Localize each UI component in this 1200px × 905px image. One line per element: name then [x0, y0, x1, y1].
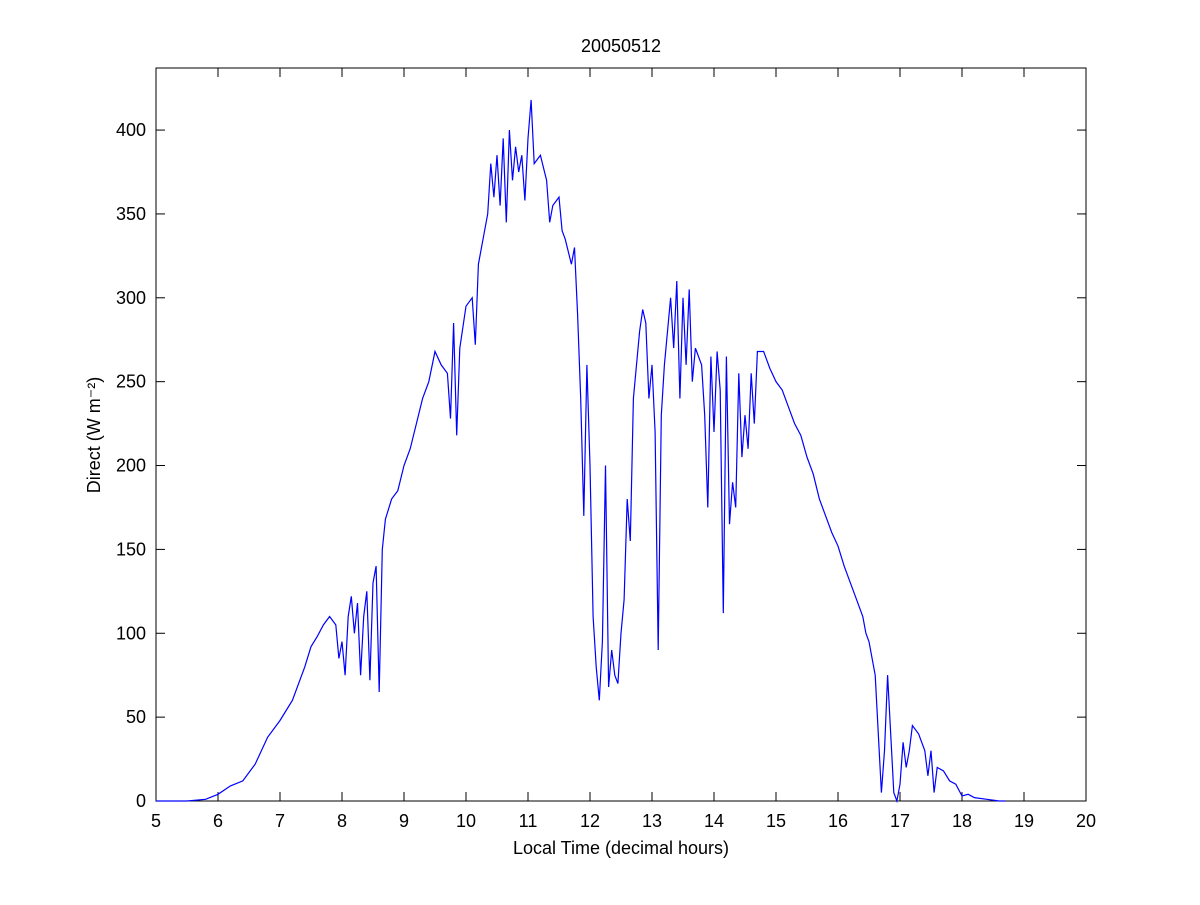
y-axis-label: Direct (W m⁻²)	[84, 377, 104, 493]
y-tick-label: 200	[116, 456, 146, 476]
y-tick-label: 50	[126, 707, 146, 727]
y-tick-label: 150	[116, 539, 146, 559]
x-tick-label: 16	[828, 811, 848, 831]
data-line	[156, 99, 1006, 804]
chart-title: 20050512	[581, 36, 661, 56]
x-tick-label: 5	[151, 811, 161, 831]
x-tick-label: 18	[952, 811, 972, 831]
x-tick-label: 10	[456, 811, 476, 831]
x-tick-label: 15	[766, 811, 786, 831]
y-tick-label: 0	[136, 791, 146, 811]
x-tick-label: 14	[704, 811, 724, 831]
y-tick-label: 400	[116, 120, 146, 140]
y-tick-label: 250	[116, 372, 146, 392]
x-tick-label: 7	[275, 811, 285, 831]
x-tick-label: 20	[1076, 811, 1096, 831]
x-tick-label: 13	[642, 811, 662, 831]
x-tick-label: 9	[399, 811, 409, 831]
x-tick-label: 12	[580, 811, 600, 831]
y-tick-label: 300	[116, 288, 146, 308]
x-tick-label: 8	[337, 811, 347, 831]
x-tick-label: 6	[213, 811, 223, 831]
x-tick-label: 17	[890, 811, 910, 831]
y-tick-label: 350	[116, 204, 146, 224]
x-axis-label: Local Time (decimal hours)	[513, 838, 729, 858]
x-tick-label: 19	[1014, 811, 1034, 831]
x-tick-label: 11	[519, 811, 538, 831]
y-tick-label: 100	[116, 623, 146, 643]
plot-box	[155, 67, 1087, 802]
